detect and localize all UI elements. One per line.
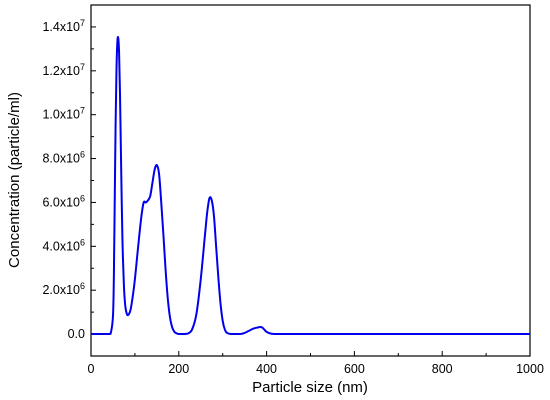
y-tick-label: 0.0 xyxy=(68,327,85,341)
y-tick-label: 1.0x107 xyxy=(42,106,85,122)
y-tick-label: 4.0x106 xyxy=(42,237,85,253)
y-tick-label: 8.0x106 xyxy=(42,150,85,166)
x-axis-ticks: 0 200 400 600 800 1000 xyxy=(88,351,544,376)
x-tick-label: 200 xyxy=(168,362,189,376)
x-axis-label: Particle size (nm) xyxy=(252,379,368,396)
x-tick-label: 400 xyxy=(256,362,277,376)
x-tick-label: 1000 xyxy=(516,362,544,376)
x-tick-label: 0 xyxy=(88,362,95,376)
x-tick-label: 600 xyxy=(344,362,365,376)
plot-frame xyxy=(90,4,531,357)
series-line xyxy=(90,36,531,336)
y-axis-ticks: 0.0 2.0x106 4.0x106 6.0x106 8.0x106 1.0x107 1.… xyxy=(42,18,96,341)
y-tick-label: 1.2x107 xyxy=(42,62,85,78)
y-axis-label: Concentration (particle/ml) xyxy=(6,92,23,268)
x-tick-label: 800 xyxy=(432,362,453,376)
y-tick-label: 1.4x107 xyxy=(42,18,85,34)
y-tick-label: 6.0x106 xyxy=(42,193,85,209)
y-tick-label: 2.0x106 xyxy=(42,281,85,297)
